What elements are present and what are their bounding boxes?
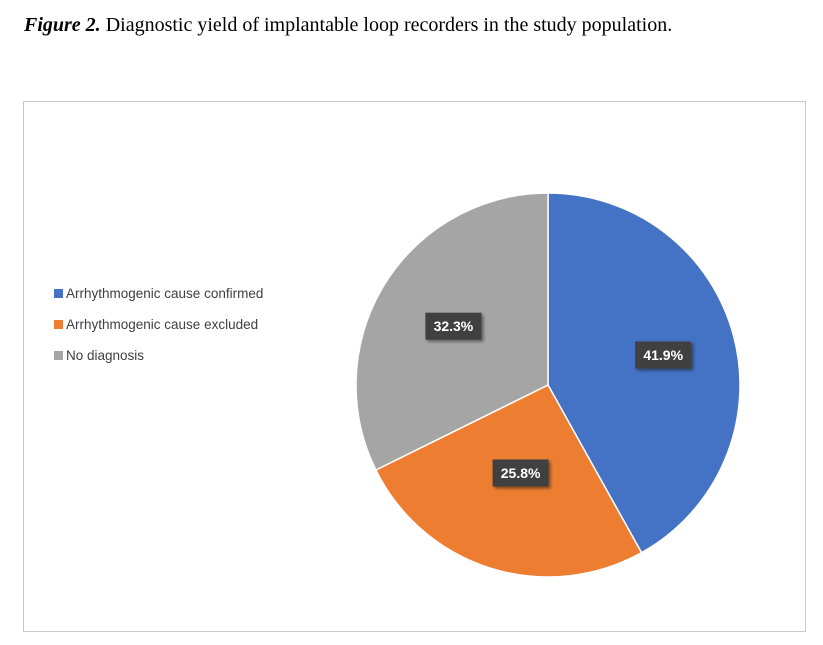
data-label-no-diagnosis-box [425, 312, 482, 340]
figure-caption-text: Diagnostic yield of implantable loop rec… [100, 14, 673, 36]
legend-swatch-confirmed [54, 289, 63, 298]
data-label-confirmed-text: 41.9% [643, 347, 683, 363]
data-label-no-diagnosis: 32.3% [425, 312, 482, 340]
legend-label-confirmed: Arrhythmogenic cause confirmed [66, 286, 264, 301]
pie-chart: 41.9% 25.8% 32.3% [355, 192, 741, 578]
legend-label-no-diagnosis: No diagnosis [66, 348, 145, 363]
data-label-excluded-text: 25.8% [501, 465, 541, 481]
chart-area: Arrhythmogenic cause confirmed Arrhythmo… [23, 101, 806, 632]
legend-item-no-diagnosis: No diagnosis [54, 340, 263, 371]
figure-caption: Figure 2. Diagnostic yield of implantabl… [24, 14, 672, 37]
pie-slice-confirmed [547, 192, 741, 554]
data-label-no-diagnosis-text: 32.3% [434, 318, 474, 334]
pie-slices [355, 192, 741, 578]
legend-label-excluded: Arrhythmogenic cause excluded [66, 317, 259, 332]
chart-legend: Arrhythmogenic cause confirmed Arrhythmo… [54, 278, 263, 371]
data-label-excluded-box [492, 459, 549, 487]
legend-item-excluded: Arrhythmogenic cause excluded [54, 309, 263, 340]
legend-item-confirmed: Arrhythmogenic cause confirmed [54, 278, 263, 309]
legend-swatch-no-diagnosis [54, 351, 63, 360]
pie-data-labels: 41.9% 25.8% 32.3% [425, 312, 692, 487]
data-label-confirmed-box [635, 341, 692, 369]
legend-swatch-excluded [54, 320, 63, 329]
figure-label: Figure 2. [24, 14, 101, 36]
data-label-excluded: 25.8% [492, 459, 549, 487]
data-label-confirmed: 41.9% [635, 341, 692, 369]
